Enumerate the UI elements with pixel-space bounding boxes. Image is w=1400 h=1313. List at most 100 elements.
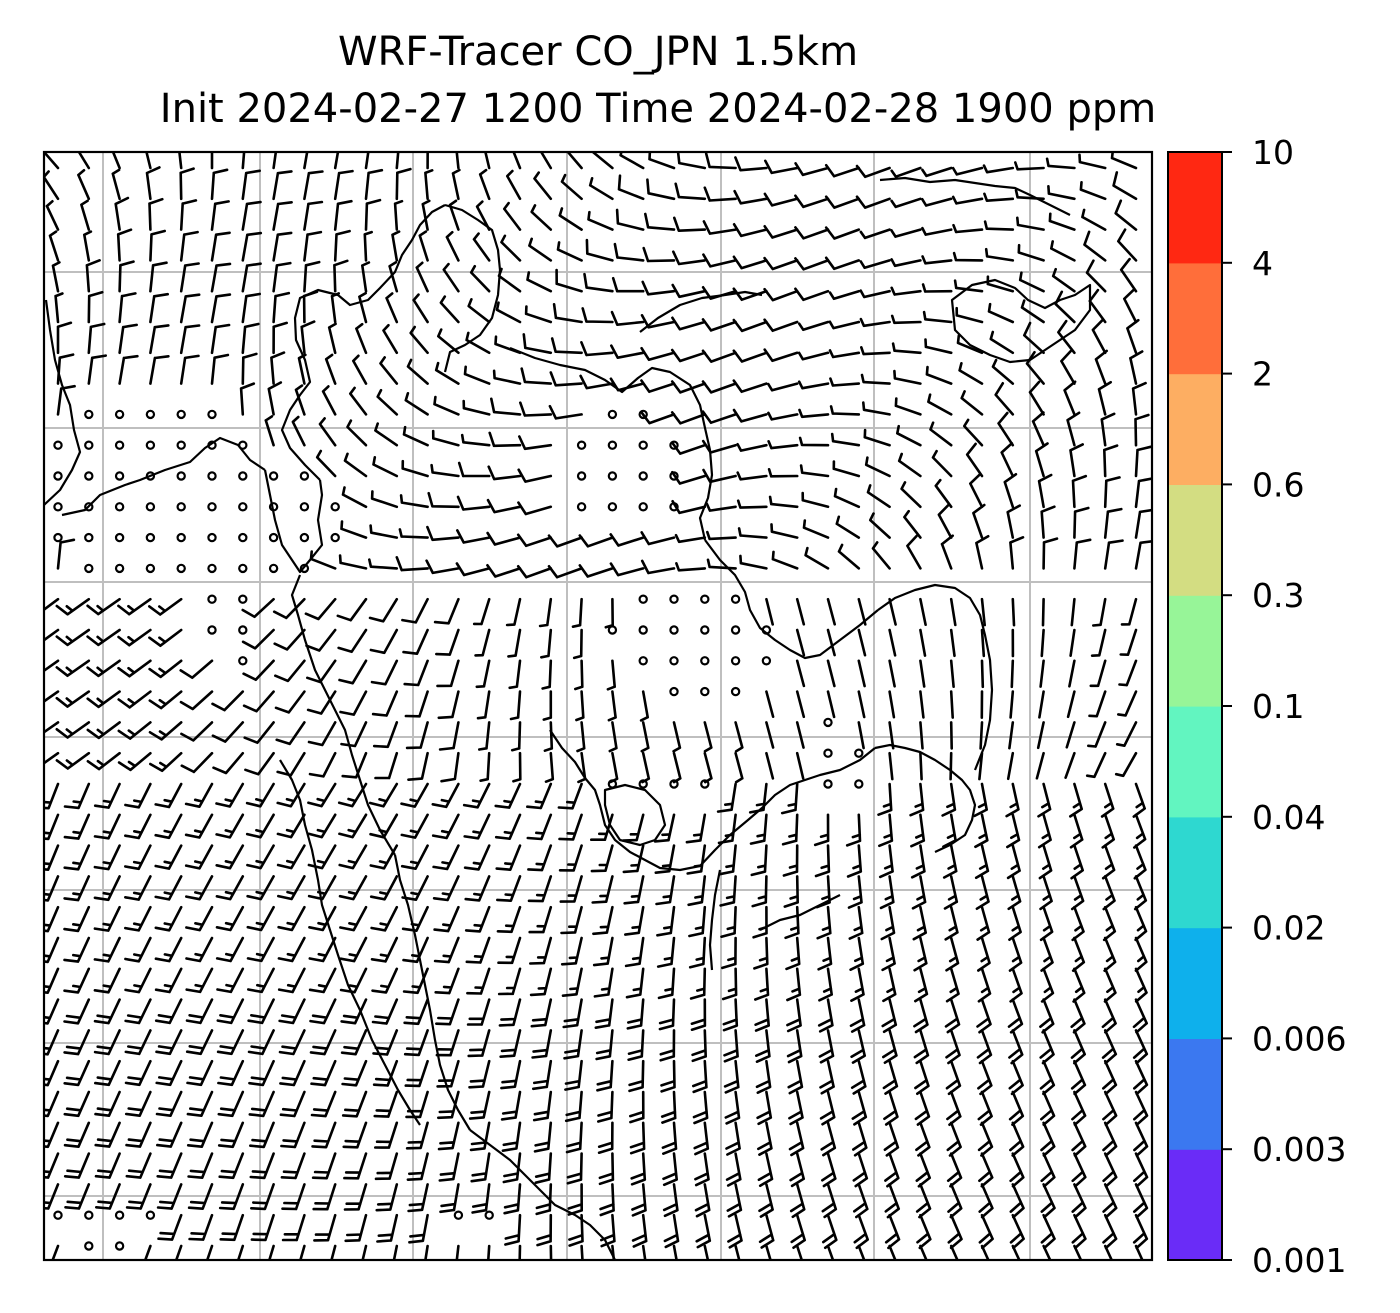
- map-title: WRF-Tracer CO_JPN 1.5km: [337, 29, 859, 75]
- wind-barb: [179, 690, 214, 711]
- map-panel: [42, 150, 1154, 1262]
- wind-barb: [185, 1029, 214, 1056]
- wind-barb: [879, 875, 895, 910]
- wind-barb: [401, 459, 429, 478]
- wind-barb: [117, 690, 152, 709]
- wind-barb: [179, 167, 195, 201]
- wind-barb: [833, 487, 861, 509]
- wind-barb: [361, 261, 371, 293]
- calm-wind-circle: [607, 502, 618, 512]
- wind-barb: [470, 1152, 491, 1183]
- wind-barb: [431, 429, 460, 447]
- colorbar-segment: [1168, 152, 1222, 264]
- wind-barb: [148, 659, 183, 679]
- wind-barb: [55, 628, 91, 647]
- wind-barb: [56, 353, 75, 385]
- wind-barb: [44, 998, 60, 1025]
- wind-barb: [180, 751, 214, 774]
- colorbar-segment: [1168, 816, 1222, 929]
- wind-barb: [215, 782, 245, 808]
- wind-barb: [1039, 875, 1053, 911]
- wind-barb: [674, 182, 707, 201]
- wind-barb: [1069, 443, 1084, 478]
- wind-barb: [567, 1183, 583, 1216]
- wind-barb: [849, 998, 866, 1033]
- wind-barb: [653, 813, 676, 843]
- wind-barb: [460, 433, 491, 447]
- wind-barb: [1085, 259, 1107, 293]
- wind-barb: [692, 1059, 708, 1094]
- wind-barb: [703, 1244, 710, 1260]
- wind-barb: [969, 472, 984, 509]
- wind-barb: [528, 237, 553, 262]
- wind-barb: [631, 1213, 648, 1248]
- wind-barb: [93, 813, 121, 840]
- wind-barb: [706, 558, 737, 570]
- wind-barb: [264, 415, 275, 447]
- wind-barb: [464, 905, 491, 933]
- wind-barb: [241, 292, 261, 324]
- wind-barb: [921, 197, 953, 207]
- wind-barb: [277, 875, 306, 901]
- wind-barb: [913, 1029, 930, 1065]
- wind-barb: [279, 1059, 306, 1087]
- wind-barb: [721, 967, 738, 1001]
- calm-wind-circle: [145, 471, 156, 481]
- colorbar-tick-label: 0.001: [1252, 1241, 1346, 1280]
- wind-barb: [1039, 659, 1045, 688]
- colorbar-segment: [1168, 595, 1222, 707]
- wind-barb: [445, 230, 460, 262]
- wind-barb: [781, 813, 799, 846]
- wind-barb: [478, 168, 491, 201]
- wind-barb: [63, 1059, 91, 1087]
- wind-barb: [44, 1090, 60, 1118]
- wind-barb: [847, 875, 863, 909]
- wind-barb: [391, 230, 401, 262]
- wind-barb: [1129, 350, 1144, 385]
- wind-barb: [702, 468, 737, 484]
- wind-barb: [239, 382, 256, 416]
- wind-barb: [924, 338, 953, 355]
- wind-barb: [611, 276, 645, 293]
- wind-barb: [174, 1244, 183, 1260]
- wind-barb: [371, 967, 399, 994]
- wind-barb: [610, 344, 645, 359]
- wind-barb: [341, 486, 368, 509]
- wind-barb: [1017, 243, 1045, 262]
- wind-barb: [338, 554, 368, 570]
- wind-barb: [467, 1029, 491, 1058]
- wind-barb: [1114, 199, 1138, 231]
- coastline-upper-right: [639, 290, 763, 333]
- wind-barb: [308, 751, 337, 778]
- wind-barb: [1009, 1152, 1025, 1188]
- wind-barb: [558, 844, 583, 872]
- wind-barb: [657, 967, 676, 1000]
- wind-barb: [642, 246, 676, 263]
- colorbar-tick-label: 0.003: [1252, 1130, 1346, 1169]
- calm-wind-circle: [638, 656, 648, 666]
- wind-barb: [912, 905, 927, 941]
- wind-barb: [149, 751, 183, 773]
- wind-barb: [786, 998, 802, 1033]
- wind-barb: [1103, 539, 1124, 570]
- calm-wind-circle: [238, 440, 248, 450]
- wind-barb: [526, 813, 553, 841]
- wind-barb: [434, 361, 460, 385]
- wind-barb: [186, 1090, 214, 1117]
- wind-barb: [216, 998, 245, 1025]
- wind-barb: [890, 286, 922, 296]
- wind-barb: [1073, 1244, 1083, 1260]
- wind-barb: [374, 422, 399, 447]
- calm-wind-circle: [453, 1210, 464, 1220]
- map-frame: [42, 150, 1154, 1262]
- wind-barb: [125, 1152, 152, 1179]
- wind-barb: [405, 721, 429, 750]
- wind-barb: [497, 936, 522, 965]
- wind-barb: [613, 242, 645, 262]
- wind-barb: [983, 192, 1015, 202]
- wind-barb: [857, 628, 867, 657]
- wind-barb: [294, 384, 306, 416]
- wind-barb: [149, 355, 170, 385]
- wind-barb: [1071, 1183, 1087, 1219]
- wind-barb: [857, 659, 866, 688]
